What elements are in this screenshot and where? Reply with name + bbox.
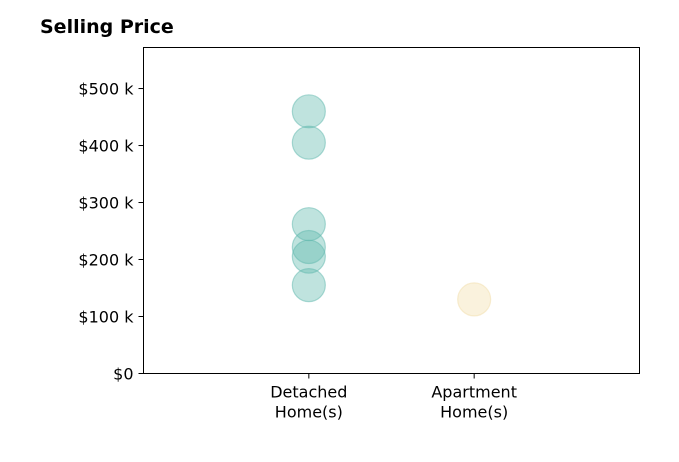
data-point <box>291 239 326 274</box>
y-tick-label: $200 k <box>78 251 134 270</box>
y-tick-label: $500 k <box>78 80 134 99</box>
y-tick-label: $400 k <box>78 137 134 156</box>
chart-title: Selling Price <box>40 16 174 38</box>
y-tick-label: $0 <box>113 365 133 384</box>
y-axis: $0 $100 k $200 k $300 k $400 k $500 k <box>78 80 144 384</box>
plot-frame <box>143 47 640 374</box>
data-point <box>457 282 492 317</box>
x-tick-label: Detached Home(s) <box>270 383 347 422</box>
y-tick-label: $100 k <box>78 308 134 327</box>
x-axis: Detached Home(s) Apartment Home(s) <box>270 373 517 422</box>
data-points <box>291 94 492 317</box>
x-tick-label: Apartment Home(s) <box>431 383 517 422</box>
data-point <box>291 268 326 303</box>
data-point <box>291 125 326 160</box>
data-point <box>291 229 326 265</box>
data-point <box>291 94 326 129</box>
y-tick-label: $300 k <box>78 194 134 213</box>
